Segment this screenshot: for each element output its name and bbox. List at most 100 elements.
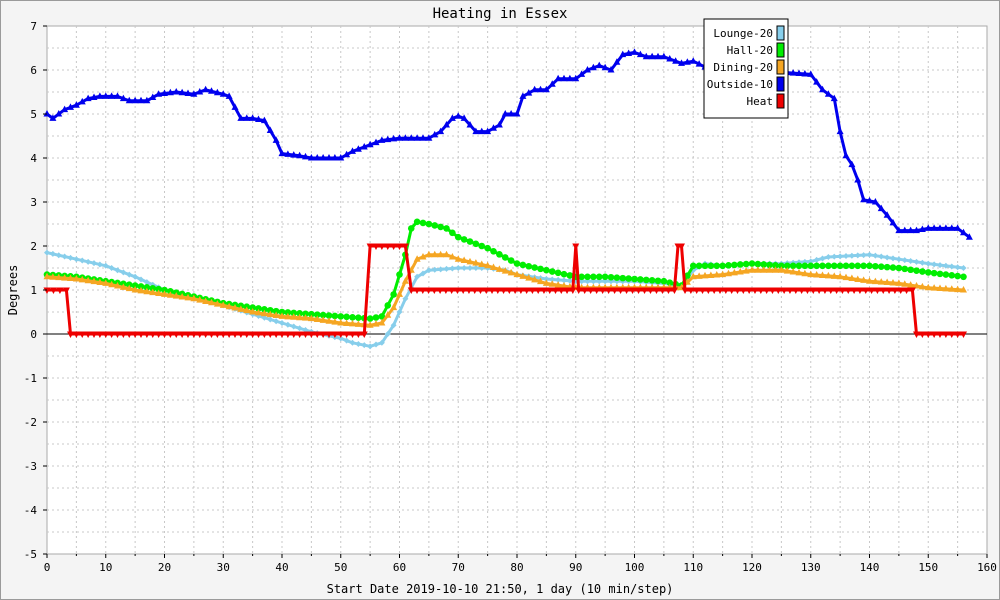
data-point	[885, 287, 893, 294]
data-point	[448, 114, 456, 121]
data-point	[531, 264, 538, 271]
data-point	[819, 255, 826, 262]
data-point	[132, 273, 139, 280]
data-point	[478, 242, 486, 250]
data-point	[683, 58, 691, 65]
data-point	[290, 313, 298, 320]
data-point	[436, 287, 444, 294]
data-point	[255, 305, 262, 312]
data-point	[748, 260, 756, 267]
data-point	[587, 287, 595, 294]
data-point	[102, 92, 110, 99]
data-point	[766, 266, 774, 273]
data-point	[448, 287, 456, 294]
data-point	[824, 90, 832, 97]
data-point	[425, 287, 433, 294]
data-point	[807, 262, 815, 270]
data-point	[725, 269, 732, 277]
data-point	[243, 306, 251, 314]
data-point	[61, 105, 69, 113]
data-point	[49, 287, 57, 294]
data-point	[108, 331, 116, 338]
data-point	[488, 287, 496, 294]
data-point	[901, 226, 909, 234]
data-point	[868, 287, 876, 294]
data-point	[877, 263, 885, 270]
data-point	[443, 121, 450, 128]
data-point	[190, 331, 198, 338]
data-point	[877, 278, 885, 285]
data-point	[231, 304, 239, 311]
series-outside-10	[43, 48, 973, 240]
data-point	[701, 271, 709, 279]
x-tick-label: 90	[569, 561, 582, 574]
data-point	[607, 273, 615, 281]
data-point	[739, 287, 747, 294]
data-point	[114, 267, 121, 274]
data-point	[443, 265, 450, 272]
y-tick-label: 6	[30, 64, 37, 77]
data-point	[866, 262, 873, 270]
data-point	[843, 253, 849, 260]
data-point	[716, 287, 724, 294]
data-point	[511, 287, 519, 294]
data-point	[780, 287, 788, 294]
data-point	[560, 270, 568, 278]
data-point	[272, 307, 280, 315]
data-point	[733, 287, 741, 294]
data-point	[827, 287, 835, 294]
data-point	[496, 251, 503, 258]
data-point	[155, 285, 162, 293]
y-tick-label: 2	[30, 240, 37, 253]
data-point	[49, 250, 56, 257]
data-point	[313, 154, 321, 161]
data-point	[531, 275, 539, 283]
data-point	[584, 273, 591, 281]
data-point	[895, 264, 903, 272]
data-point	[166, 331, 174, 338]
data-point	[908, 287, 916, 294]
data-point	[854, 275, 862, 282]
data-point	[595, 273, 603, 281]
data-point	[196, 88, 204, 95]
data-point	[49, 114, 57, 121]
data-point	[924, 283, 932, 291]
data-point	[366, 315, 374, 322]
data-point	[824, 271, 832, 279]
legend-label: Hall-20	[727, 44, 773, 57]
data-point	[523, 287, 531, 294]
data-point	[131, 96, 139, 104]
data-point	[525, 262, 533, 270]
data-point	[155, 289, 163, 297]
data-point	[557, 287, 565, 294]
data-point	[960, 286, 967, 293]
data-point	[190, 294, 198, 302]
data-point	[748, 266, 756, 273]
data-point	[745, 287, 753, 294]
data-point	[208, 331, 215, 338]
data-point	[119, 283, 127, 290]
data-point	[108, 280, 116, 288]
data-point	[670, 287, 678, 294]
data-point	[307, 154, 315, 161]
data-point	[666, 55, 674, 62]
data-point	[431, 250, 439, 258]
data-point	[420, 270, 426, 277]
data-point	[730, 268, 738, 276]
data-point	[155, 331, 163, 338]
data-point	[396, 134, 403, 141]
data-point	[43, 272, 51, 280]
data-point	[413, 255, 421, 262]
x-tick-label: 100	[625, 561, 645, 574]
data-point	[272, 331, 280, 338]
data-point	[126, 271, 133, 278]
data-point	[78, 97, 86, 105]
data-point	[414, 273, 421, 280]
data-point	[67, 331, 74, 338]
data-point	[413, 287, 421, 294]
data-point	[166, 88, 174, 96]
data-point	[507, 257, 515, 264]
data-point	[913, 258, 920, 265]
data-point	[549, 276, 556, 283]
